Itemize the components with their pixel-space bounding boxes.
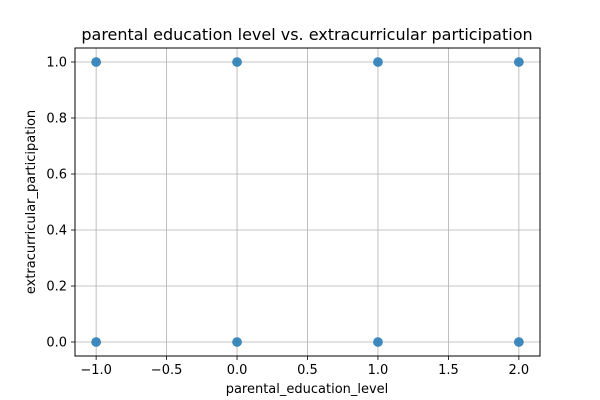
- y-tick-label: 0.8: [46, 112, 67, 127]
- data-point: [373, 337, 383, 347]
- x-tick-label: 1.0: [368, 363, 389, 378]
- chart-title: parental education level vs. extracurric…: [81, 25, 532, 44]
- y-tick-label: 0.2: [46, 280, 67, 295]
- data-point: [91, 337, 101, 347]
- x-axis-title: parental_education_level: [226, 382, 389, 397]
- y-tick-label: 0.6: [46, 168, 67, 183]
- x-tick-label: 0.0: [227, 363, 248, 378]
- y-tick-label: 0.0: [46, 336, 67, 351]
- data-points: [91, 57, 524, 347]
- data-point: [91, 57, 101, 67]
- x-tick-label: −1.0: [80, 363, 112, 378]
- data-point: [514, 337, 524, 347]
- x-tick-label: 0.5: [297, 363, 318, 378]
- y-axis-title: extracurricular_participation: [24, 110, 39, 294]
- data-point: [232, 57, 242, 67]
- data-point: [514, 57, 524, 67]
- x-tick-label: 1.5: [438, 363, 459, 378]
- y-tick-label: 0.4: [46, 224, 67, 239]
- y-axis-ticks: 0.0 0.2 0.4 0.6 0.8 1.0: [46, 56, 75, 351]
- x-tick-label: −0.5: [151, 363, 183, 378]
- data-point: [232, 337, 242, 347]
- grid: [75, 48, 540, 356]
- x-tick-label: 2.0: [509, 363, 530, 378]
- x-axis-ticks: −1.0 −0.5 0.0 0.5 1.0 1.5 2.0: [80, 356, 529, 378]
- data-point: [373, 57, 383, 67]
- y-tick-label: 1.0: [46, 56, 67, 71]
